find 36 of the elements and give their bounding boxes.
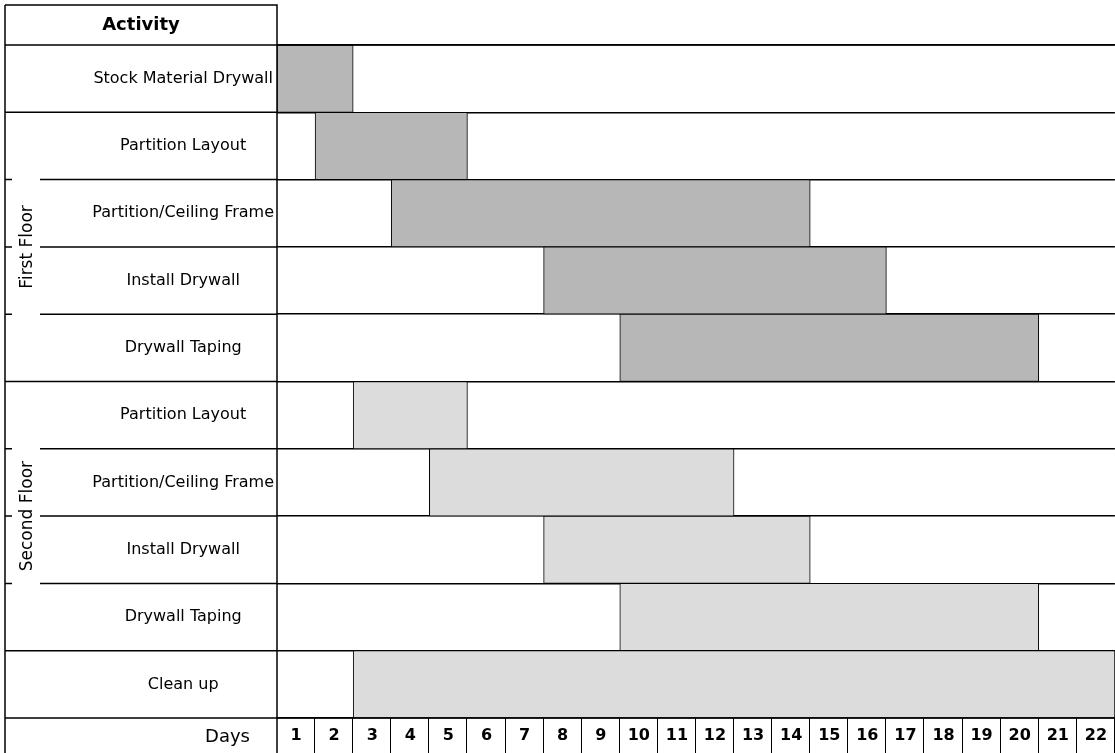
x-tick-label: 20: [1008, 724, 1031, 744]
x-axis-title: Days: [205, 725, 250, 747]
x-tick-label: 1: [290, 724, 302, 744]
x-tick-label: 9: [595, 724, 607, 744]
x-tick-label: 10: [627, 724, 650, 744]
y-tick-label: Drywall Taping: [124, 606, 242, 626]
x-tick-label: 5: [442, 724, 454, 744]
x-tick-label: 13: [741, 724, 765, 744]
x-tick-label: 3: [366, 724, 378, 744]
x-tick-label: 11: [665, 724, 689, 744]
y-tick-label: Partition/Ceiling Frame: [92, 471, 274, 491]
x-tick-label: 15: [818, 724, 841, 744]
y-tick-label: Drywall Taping: [124, 337, 242, 357]
text: Second Floor: [16, 460, 37, 572]
y-tick-label: Partition Layout: [120, 135, 247, 155]
x-tick-label: 8: [557, 724, 569, 744]
y-tick-label: Partition Layout: [120, 404, 247, 424]
x-tick-label: 18: [932, 724, 955, 744]
x-tick-label: 12: [703, 724, 727, 744]
y-tick-label: Install Drywall: [126, 538, 240, 558]
x-tick-label: 17: [894, 724, 917, 744]
y-tick-label: Stock Material Drywall: [93, 67, 273, 87]
x-tick-label: 7: [518, 724, 531, 744]
x-tick-label: 2: [328, 724, 340, 744]
x-tick-label: 16: [856, 724, 879, 744]
y-tick-label: Install Drywall: [126, 269, 240, 289]
x-tick-label: 6: [480, 724, 493, 744]
x-tick-label: 4: [404, 724, 416, 744]
x-tick-label: 19: [970, 724, 993, 744]
y-axis-title: Activity: [102, 12, 181, 34]
y-tick-label: Partition/Ceiling Frame: [92, 202, 274, 222]
x-tick-label: 21: [1046, 724, 1069, 744]
x-tick-label: 14: [780, 724, 803, 744]
text: First Floor: [16, 205, 37, 289]
x-tick-label: 22: [1084, 724, 1107, 744]
y-tick-label: Clean up: [147, 673, 219, 693]
